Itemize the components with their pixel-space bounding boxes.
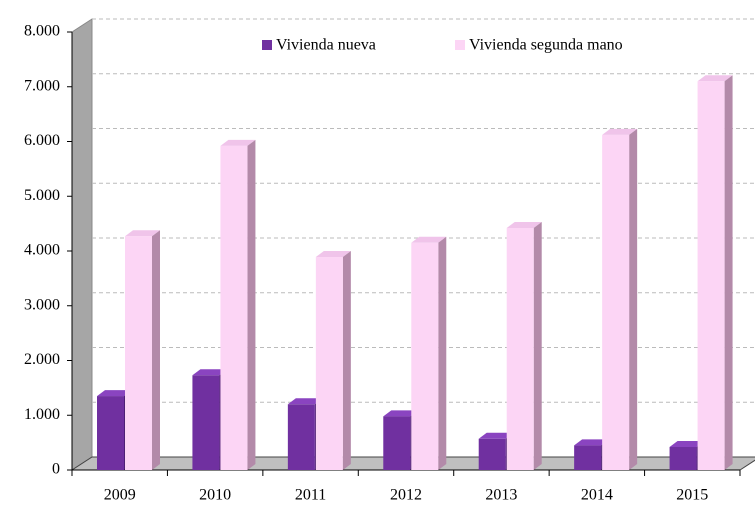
bar: [478, 438, 506, 470]
bar: [383, 416, 411, 470]
bar-top: [315, 251, 351, 258]
bar: [315, 257, 343, 470]
bar-top: [97, 390, 132, 397]
y-tick-label: 2.000: [24, 351, 60, 368]
bar: [574, 445, 602, 470]
bar-side: [724, 75, 733, 471]
bar: [602, 134, 630, 470]
x-tick-label: 2012: [390, 487, 422, 504]
x-tick-label: 2011: [295, 487, 326, 504]
bar-top: [287, 398, 323, 405]
bar-top: [411, 236, 447, 243]
y-tick-label: 6.000: [24, 132, 60, 149]
x-tick-label: 2010: [199, 487, 231, 504]
bar: [125, 236, 152, 470]
bar-top: [602, 128, 638, 135]
bar: [97, 396, 124, 470]
bar-side: [629, 128, 638, 470]
bar: [192, 375, 220, 470]
bar-top: [669, 441, 705, 448]
y-tick-label: 7.000: [24, 77, 60, 94]
bar-top: [383, 410, 419, 417]
y-tick-label: 1.000: [24, 406, 60, 423]
legend-label: Vivienda segunda mano: [469, 37, 623, 54]
y-tick-label: 4.000: [24, 242, 60, 259]
bar: [506, 228, 534, 470]
bar-side: [152, 230, 160, 470]
bar-top: [506, 222, 542, 229]
bar-top: [220, 139, 256, 146]
bar-top: [192, 369, 228, 376]
bar-side: [342, 251, 351, 470]
bar-side: [247, 139, 256, 470]
y-tick-label: 8.000: [24, 23, 60, 40]
bar-top: [574, 439, 610, 446]
y-tick-label: 5.000: [24, 187, 60, 204]
x-tick-label: 2014: [581, 487, 613, 504]
bar-side: [438, 236, 447, 470]
legend-swatch: [262, 40, 272, 50]
bar-top: [478, 432, 514, 439]
bar: [220, 145, 248, 470]
bar-side: [533, 222, 542, 470]
legend-label: Vivienda nueva: [276, 37, 376, 54]
bar: [669, 447, 697, 470]
x-tick-label: 2009: [104, 487, 136, 504]
side-wall: [71, 18, 93, 471]
x-tick-label: 2015: [676, 487, 708, 504]
bar: [287, 404, 315, 470]
y-tick-label: 0: [52, 461, 60, 478]
bar-top: [125, 230, 160, 237]
legend-swatch: [455, 40, 465, 50]
bar-top: [697, 75, 733, 82]
x-tick-label: 2013: [485, 487, 517, 504]
bar: [697, 81, 725, 471]
y-tick-label: 3.000: [24, 296, 60, 313]
bar: [411, 242, 439, 470]
